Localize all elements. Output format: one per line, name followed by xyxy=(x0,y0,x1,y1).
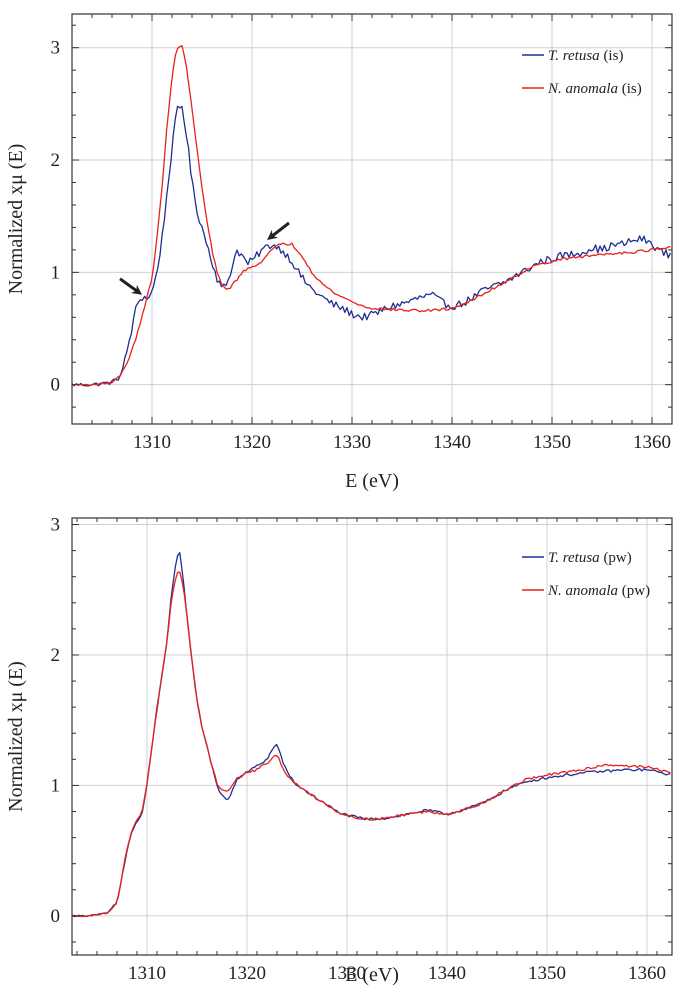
legend-species: N. anomala xyxy=(547,81,618,97)
top-panel: 1310 1320 1330 1340 1350 1360 0 1 2 3 E (eV) Norm… xyxy=(5,13,673,492)
annotation-arrow xyxy=(119,277,143,295)
y-tick-label: 2 xyxy=(51,150,61,171)
bottom-panel: 1310 1320 1330 1340 1350 1360 0 1 2 3 E (eV) Norm… xyxy=(5,515,673,985)
legend-label: N. anomala (pw) xyxy=(547,583,650,599)
x-tick-label: 1350 xyxy=(528,963,566,984)
series-line-0 xyxy=(72,552,671,918)
x-tick-label: 1350 xyxy=(533,432,571,453)
legend-sample: (pw) xyxy=(600,550,632,566)
x-tick-label: 1320 xyxy=(233,432,271,453)
y-tick-label: 3 xyxy=(51,38,61,59)
series-line-1 xyxy=(72,571,671,918)
x-tick-label: 1360 xyxy=(633,432,671,453)
y-tick-label: 3 xyxy=(51,515,61,536)
legend-label: T. retusa (pw) xyxy=(548,550,632,566)
legend: T. retusa (pw)N. anomala (pw) xyxy=(522,550,650,599)
y-tick-label: 0 xyxy=(51,906,61,927)
x-tick-label: 1310 xyxy=(128,963,166,984)
legend-label: N. anomala (is) xyxy=(547,81,642,97)
x-tick-label: 1330 xyxy=(328,963,366,984)
x-tick-label: 1360 xyxy=(628,963,666,984)
y-axis-label: Normalized xμ (E) xyxy=(5,144,27,295)
y-tick-label: 0 xyxy=(51,375,61,396)
annotation-arrow xyxy=(267,221,290,240)
x-tick-label: 1330 xyxy=(333,432,371,453)
legend: T. retusa (is)N. anomala (is) xyxy=(522,48,642,97)
x-tick-label: 1340 xyxy=(428,963,466,984)
legend-species: T. retusa xyxy=(548,48,600,64)
legend-label: T. retusa (is) xyxy=(548,48,623,64)
series-line-1 xyxy=(72,45,671,386)
x-axis-label: E (eV) xyxy=(345,470,399,492)
x-axis-label: E (eV) xyxy=(345,964,399,985)
y-tick-label: 1 xyxy=(51,775,61,796)
x-tick-label: 1310 xyxy=(133,432,171,453)
x-tick-label: 1340 xyxy=(433,432,471,453)
y-tick-label: 1 xyxy=(51,262,61,283)
legend-species: T. retusa xyxy=(548,550,600,566)
legend-sample: (is) xyxy=(600,48,624,64)
y-tick-label: 2 xyxy=(51,645,61,666)
series-line-0 xyxy=(72,105,671,387)
legend-sample: (is) xyxy=(618,81,642,97)
legend-sample: (pw) xyxy=(618,583,650,599)
legend-species: N. anomala xyxy=(547,583,618,599)
x-tick-label: 1320 xyxy=(228,963,266,984)
y-axis-label: Normalized xμ (E) xyxy=(5,661,27,812)
